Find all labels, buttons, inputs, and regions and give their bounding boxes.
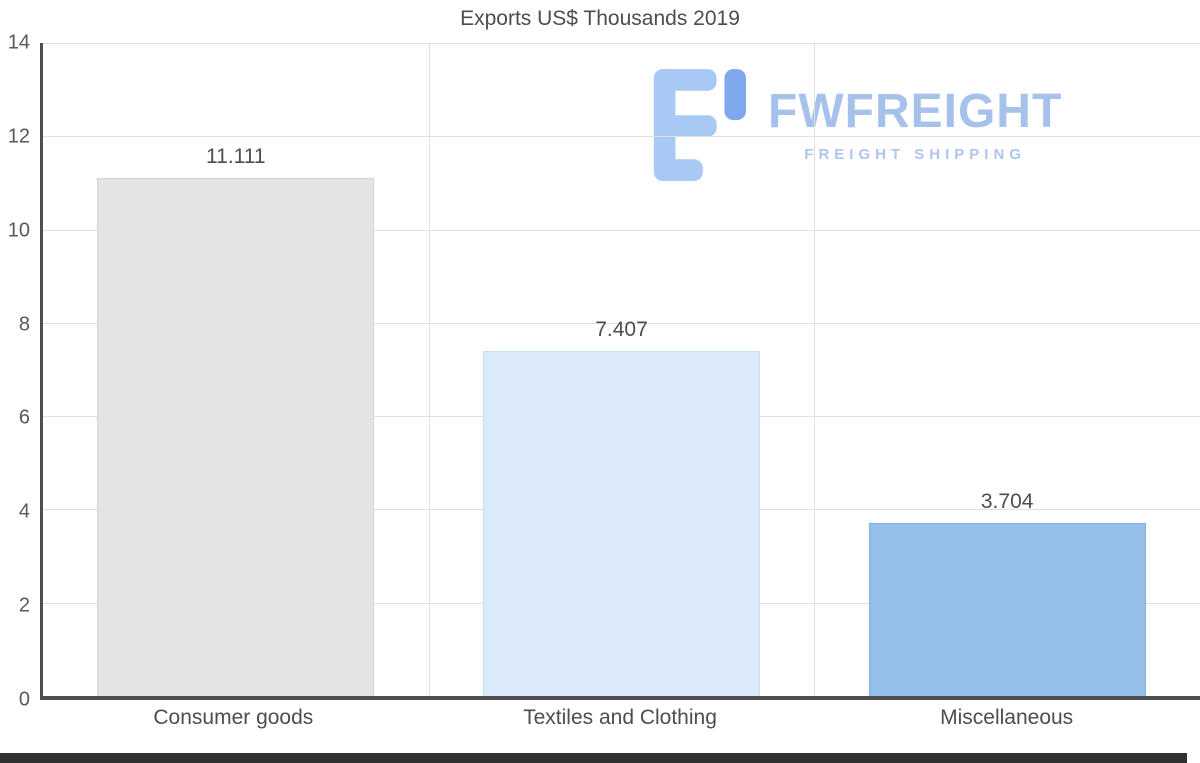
y-tick-label: 2 <box>18 594 30 617</box>
logo-text: FWFREIGHT FREIGHT SHIPPING <box>768 66 1063 164</box>
y-tick-label: 6 <box>18 406 30 429</box>
watermark-logo: FWFREIGHT FREIGHT SHIPPING <box>648 66 1062 184</box>
x-tick-label: Consumer goods <box>153 706 314 729</box>
v-gridline <box>814 43 816 696</box>
y-tick-label: 4 <box>18 500 30 523</box>
logo-brand: FWFREIGHT <box>768 85 1063 138</box>
plot-area: 11.111 7.407 3.704 <box>40 43 1200 700</box>
bottom-edge-bar <box>0 753 1187 763</box>
logo-tagline: FREIGHT SHIPPING <box>804 146 1026 163</box>
h-gridline <box>43 136 1200 138</box>
bar-value-label: 7.407 <box>595 317 648 341</box>
bar-value-label: 3.704 <box>980 490 1034 514</box>
y-tick-label: 12 <box>7 125 30 148</box>
y-tick-label: 0 <box>18 688 30 711</box>
bar-value-label: 11.111 <box>206 144 266 168</box>
h-gridline <box>43 229 1200 231</box>
y-axis-labels: 0 2 4 6 8 10 12 14 <box>0 32 34 711</box>
y-tick-label: 10 <box>7 219 30 242</box>
h-gridline <box>43 322 1200 324</box>
chart-title: Exports US$ Thousands 2019 <box>460 7 740 30</box>
bar-textiles-and-clothing[interactable] <box>483 350 760 696</box>
x-axis-labels: Consumer goods Textiles and Clothing Misce… <box>40 706 1200 740</box>
h-gridline <box>43 43 1200 44</box>
bar-miscellaneous[interactable] <box>868 523 1146 696</box>
x-tick-label: Miscellaneous <box>940 706 1074 729</box>
v-gridline <box>428 43 430 696</box>
bar-consumer-goods[interactable] <box>97 177 375 696</box>
y-tick-label: 14 <box>7 31 30 54</box>
y-tick-label: 8 <box>18 313 30 336</box>
freight-logo-icon <box>653 69 746 181</box>
x-tick-label: Textiles and Clothing <box>523 706 717 729</box>
